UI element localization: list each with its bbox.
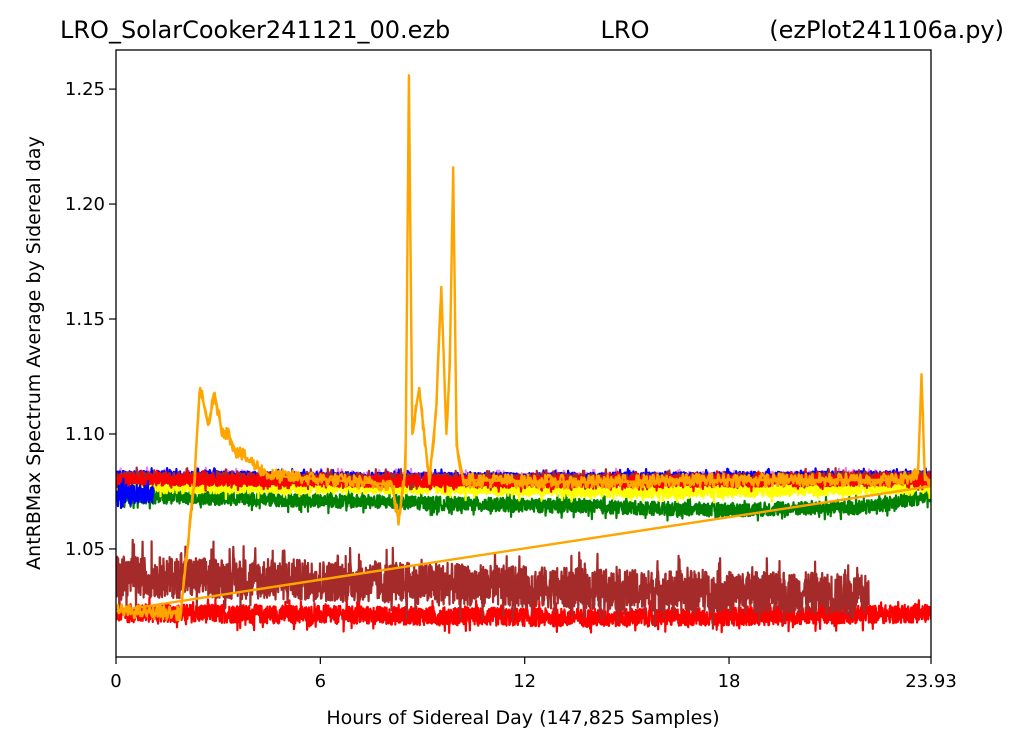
x-tick-label: 18 bbox=[718, 671, 741, 692]
series-line-8 bbox=[116, 74, 931, 622]
y-tick-label: 1.20 bbox=[65, 194, 105, 215]
y-tick-label: 1.05 bbox=[65, 539, 105, 560]
x-tick-label: 0 bbox=[110, 671, 121, 692]
x-axis-label: Hours of Sidereal Day (147,825 Samples) bbox=[326, 707, 719, 729]
series-line-1 bbox=[116, 538, 870, 630]
chart-title-right: (ezPlot241106a.py) bbox=[769, 16, 1004, 44]
series-line-9 bbox=[116, 477, 155, 510]
chart-title-center: LRO bbox=[601, 16, 650, 44]
y-tick-label: 1.10 bbox=[65, 424, 105, 445]
series-layer bbox=[116, 74, 931, 634]
x-axis: 0 6 12 18 23.93 bbox=[110, 657, 957, 692]
series-line-0 bbox=[116, 596, 931, 634]
x-tick-label: 23.93 bbox=[905, 671, 957, 692]
y-tick-label: 1.25 bbox=[65, 79, 105, 100]
plot-frame bbox=[115, 49, 932, 658]
x-tick-label: 12 bbox=[513, 671, 536, 692]
chart-title-left: LRO_SolarCooker241121_00.ezb bbox=[60, 16, 450, 44]
x-tick-label: 6 bbox=[315, 671, 326, 692]
y-tick-label: 1.15 bbox=[65, 309, 105, 330]
y-axis-label: AntRBMax Spectrum Average by Sidereal da… bbox=[23, 136, 45, 570]
y-axis: 1.05 1.10 1.15 1.20 1.25 bbox=[65, 79, 116, 560]
